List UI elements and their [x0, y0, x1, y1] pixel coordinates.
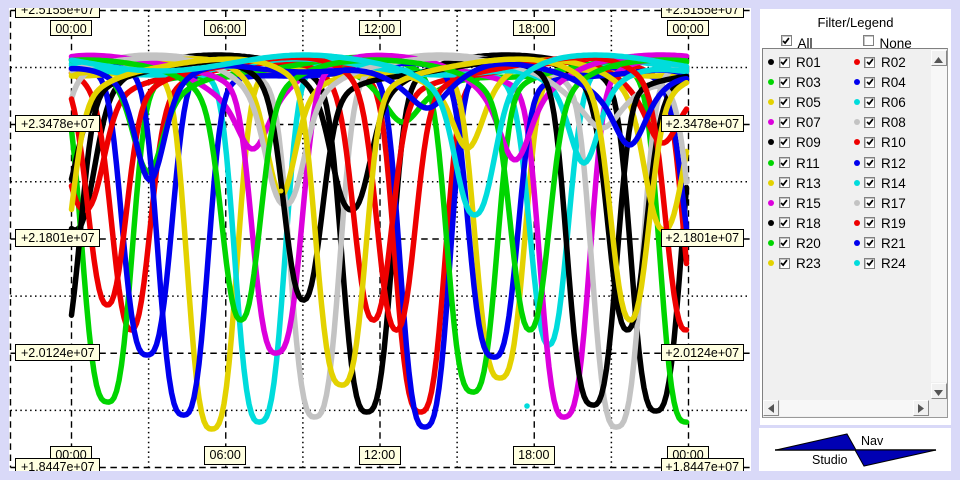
svg-text:Nav: Nav	[861, 434, 884, 448]
svg-text:Studio: Studio	[812, 453, 847, 467]
